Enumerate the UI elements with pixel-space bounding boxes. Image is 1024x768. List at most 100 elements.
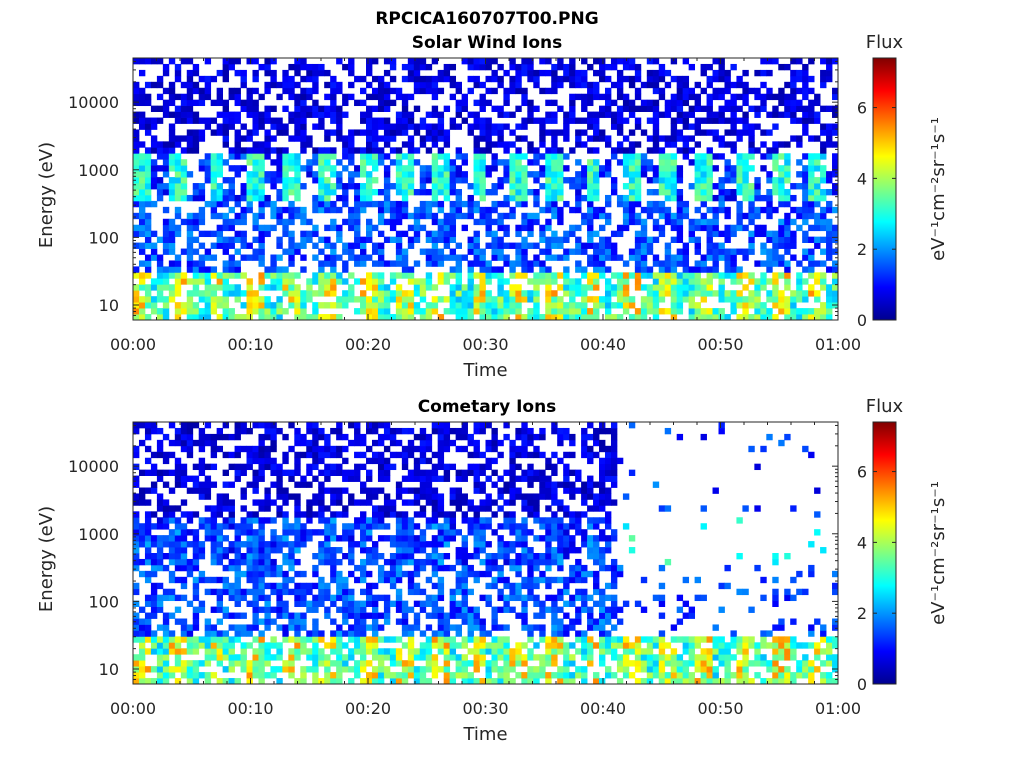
heatmap-cell	[222, 284, 229, 291]
heatmap-cell	[479, 278, 486, 285]
heatmap-cell	[216, 242, 224, 249]
heatmap-cell	[288, 445, 295, 453]
heatmap-cell	[210, 588, 218, 596]
heatmap-cell	[587, 123, 594, 130]
heatmap-cell	[563, 254, 570, 261]
heatmap-cell	[210, 523, 218, 530]
heatmap-cell	[395, 159, 403, 166]
heatmap-cell	[366, 636, 373, 643]
heatmap-cell	[300, 612, 307, 619]
heatmap-cell	[401, 618, 409, 625]
heatmap-cell	[204, 523, 212, 530]
heatmap-cell	[634, 242, 642, 249]
heatmap-cell	[216, 123, 224, 130]
heatmap-cell	[192, 558, 200, 566]
heatmap-cell	[168, 218, 176, 226]
heatmap-cell	[210, 302, 218, 309]
heatmap-cell	[461, 576, 468, 584]
heatmap-cell	[688, 308, 696, 315]
heatmap-cell	[138, 499, 146, 506]
heatmap-cell	[431, 87, 439, 95]
heatmap-cell	[395, 248, 403, 255]
heatmap-cell	[395, 206, 403, 214]
heatmap-cell	[479, 153, 486, 160]
heatmap-cell	[174, 606, 182, 613]
heatmap-cell	[252, 236, 259, 243]
heatmap-cell	[670, 177, 678, 184]
heatmap-cell	[533, 200, 540, 208]
heatmap-cell	[706, 171, 713, 178]
heatmap-cell	[658, 177, 666, 184]
heatmap-cell	[150, 612, 158, 619]
heatmap-cell	[395, 177, 403, 184]
heatmap-cell	[198, 469, 206, 476]
heatmap-cell	[162, 308, 170, 315]
heatmap-cell	[437, 254, 445, 261]
heatmap-cell	[425, 481, 433, 488]
heatmap-cell	[515, 284, 522, 291]
heatmap-cell	[282, 278, 289, 285]
heatmap-cell	[706, 194, 713, 202]
heatmap-cell	[389, 290, 397, 297]
heatmap-cell	[240, 427, 247, 435]
heatmap-cell	[808, 284, 815, 291]
heatmap-cell	[521, 153, 528, 160]
heatmap-cell	[742, 296, 749, 303]
heatmap-cell	[437, 636, 445, 643]
heatmap-cell	[640, 171, 648, 178]
heatmap-cell	[640, 242, 648, 249]
heatmap-cell	[294, 469, 301, 476]
heatmap-cell	[156, 564, 164, 572]
heatmap-cell	[437, 153, 445, 160]
heatmap-cell	[330, 469, 337, 476]
heatmap-cell	[718, 58, 725, 65]
heatmap-cell	[802, 206, 809, 214]
heatmap-cell	[252, 123, 259, 130]
heatmap-cell	[306, 588, 313, 596]
heatmap-cell	[330, 535, 337, 542]
heatmap-cell	[270, 206, 277, 214]
heatmap-cell	[431, 58, 439, 65]
heatmap-cell	[240, 105, 247, 112]
heatmap-cell	[413, 487, 421, 494]
heatmap-cell	[252, 660, 259, 667]
heatmap-cell	[282, 224, 289, 232]
heatmap-cell	[198, 660, 206, 667]
heatmap-cell	[144, 242, 152, 249]
heatmap-cell	[306, 439, 313, 447]
heatmap-cell	[808, 248, 815, 255]
heatmap-cell	[461, 99, 468, 107]
heatmap-cell	[557, 63, 564, 71]
heatmap-cell	[294, 624, 301, 631]
heatmap-cell	[646, 189, 654, 196]
heatmap-cell	[240, 147, 247, 154]
heatmap-cell	[575, 248, 582, 255]
heatmap-cell	[342, 475, 349, 482]
heatmap-cell	[150, 463, 158, 471]
heatmap-cell	[473, 189, 480, 196]
heatmap-cell	[652, 69, 660, 77]
heatmap-cell	[581, 117, 588, 124]
heatmap-cell	[276, 606, 283, 613]
heatmap-cell	[294, 588, 301, 596]
heatmap-cell	[425, 439, 433, 447]
heatmap-cell	[276, 218, 283, 226]
heatmap-cell	[150, 481, 158, 488]
heatmap-cell	[401, 99, 409, 107]
heatmap-cell	[210, 200, 218, 208]
heatmap-cell	[276, 612, 283, 619]
heatmap-cell	[622, 284, 630, 291]
heatmap-cell	[228, 624, 235, 631]
heatmap-cell	[354, 475, 361, 482]
heatmap-cell	[634, 141, 642, 148]
heatmap-cell	[652, 75, 660, 83]
heatmap-cell	[354, 183, 361, 190]
heatmap-cell	[377, 212, 385, 220]
heatmap-cell	[318, 200, 325, 208]
heatmap-cell	[336, 230, 343, 238]
heatmap-cell	[198, 439, 206, 447]
heatmap-cell	[401, 570, 409, 578]
heatmap-cell	[485, 171, 492, 178]
colorbar-gradient	[872, 57, 897, 321]
heatmap-cell	[413, 206, 421, 214]
